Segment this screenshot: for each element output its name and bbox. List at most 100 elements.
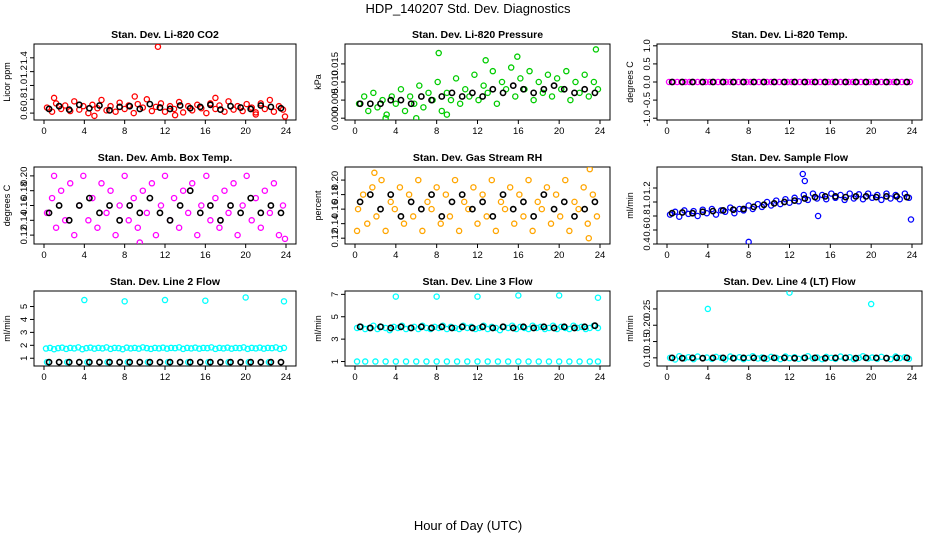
data-point — [452, 75, 460, 82]
y-tick-label: 4 — [19, 317, 30, 322]
avg-point — [186, 358, 194, 366]
data-point — [115, 344, 122, 352]
data-point — [498, 78, 506, 86]
data-point — [281, 235, 289, 243]
avg-point — [387, 191, 395, 199]
data-point — [191, 344, 199, 351]
x-tick-label: 0 — [352, 250, 357, 261]
avg-point — [530, 212, 538, 220]
x-tick-label: 12 — [472, 126, 483, 137]
y-tick-label: 0.005 — [330, 88, 341, 112]
avg-point — [196, 209, 204, 217]
avg-point — [166, 358, 174, 366]
data-point — [200, 344, 207, 352]
data-point — [161, 108, 169, 115]
data-point — [373, 213, 380, 220]
y-tick-label: 0.6 — [19, 106, 30, 119]
data-point — [488, 176, 496, 184]
data-point — [107, 187, 114, 194]
y-tick-label: 1.0 — [642, 39, 653, 52]
avg-point — [791, 78, 799, 86]
y-tick-label: 0.10 — [642, 349, 653, 368]
avg-point — [571, 89, 578, 97]
x-tick-label: 12 — [472, 250, 483, 261]
x-tick-label: 8 — [434, 126, 439, 137]
y-axis-label: degrees C — [2, 184, 12, 226]
data-point — [252, 345, 259, 352]
data-point — [484, 89, 491, 97]
data-point — [280, 344, 288, 352]
x-tick-label: 0 — [41, 372, 46, 383]
data-point — [442, 191, 450, 198]
avg-point — [136, 358, 144, 366]
avg-point — [96, 358, 103, 366]
avg-point — [217, 358, 224, 366]
avg-point — [387, 324, 395, 332]
data-point — [58, 344, 66, 351]
data-point — [460, 198, 468, 206]
avg-point — [277, 104, 285, 112]
data-point — [800, 191, 808, 199]
avg-point — [458, 191, 466, 199]
x-tick-label: 24 — [281, 250, 292, 261]
data-point — [61, 217, 69, 224]
data-point — [260, 345, 268, 352]
data-point — [435, 49, 442, 57]
data-point — [557, 323, 565, 331]
data-point — [415, 176, 422, 184]
data-point — [103, 107, 110, 114]
data-point — [804, 78, 812, 86]
y-tick-label: 0.12 — [19, 226, 30, 245]
data-point — [134, 224, 142, 231]
x-tick-label: 8 — [746, 372, 751, 383]
avg-point — [832, 192, 839, 200]
y-axis-label: percent — [313, 190, 323, 221]
avg-point — [166, 105, 174, 113]
plot-frame — [344, 43, 611, 121]
data-point — [360, 93, 368, 100]
data-point — [370, 89, 377, 97]
y-tick-label: 1.0 — [19, 79, 30, 92]
data-point — [111, 344, 118, 352]
data-point — [581, 71, 588, 79]
data-point — [225, 209, 232, 217]
avg-point — [277, 209, 285, 217]
avg-point — [267, 202, 275, 209]
data-point — [216, 102, 223, 109]
y-tick-label: 3 — [19, 330, 30, 335]
data-point — [784, 78, 791, 86]
data-point — [198, 202, 205, 209]
data-point — [420, 104, 427, 111]
data-point — [248, 344, 255, 352]
y-axis-label: ml/min — [625, 315, 635, 342]
data-point — [50, 94, 58, 102]
avg-point — [903, 193, 911, 201]
data-point — [87, 344, 94, 351]
y-tick-label: 0.4 — [642, 237, 653, 250]
data-point — [187, 345, 195, 352]
avg-point — [428, 324, 435, 332]
avg-point — [750, 78, 758, 86]
avg-point — [811, 354, 819, 362]
panel-title: Stan. Dev. Sample Flow — [731, 152, 849, 164]
data-point — [143, 209, 151, 217]
avg-point — [176, 358, 184, 366]
data-point — [130, 194, 137, 202]
data-point — [107, 345, 114, 353]
data-point — [563, 67, 570, 75]
avg-point — [530, 89, 538, 97]
data-point — [387, 198, 394, 206]
data-point — [489, 67, 497, 75]
avg-point — [489, 212, 497, 220]
panel-title: Stan. Dev. Li-820 Temp. — [731, 29, 847, 41]
x-tick-label: 24 — [281, 126, 292, 137]
data-point — [371, 169, 378, 177]
data-point — [586, 167, 594, 173]
y-tick-label: 0.14 — [330, 214, 341, 233]
avg-point — [668, 78, 676, 86]
data-point — [397, 85, 405, 93]
data-point — [396, 184, 404, 191]
data-point — [91, 112, 98, 120]
avg-point — [903, 354, 911, 362]
data-point — [526, 67, 533, 75]
